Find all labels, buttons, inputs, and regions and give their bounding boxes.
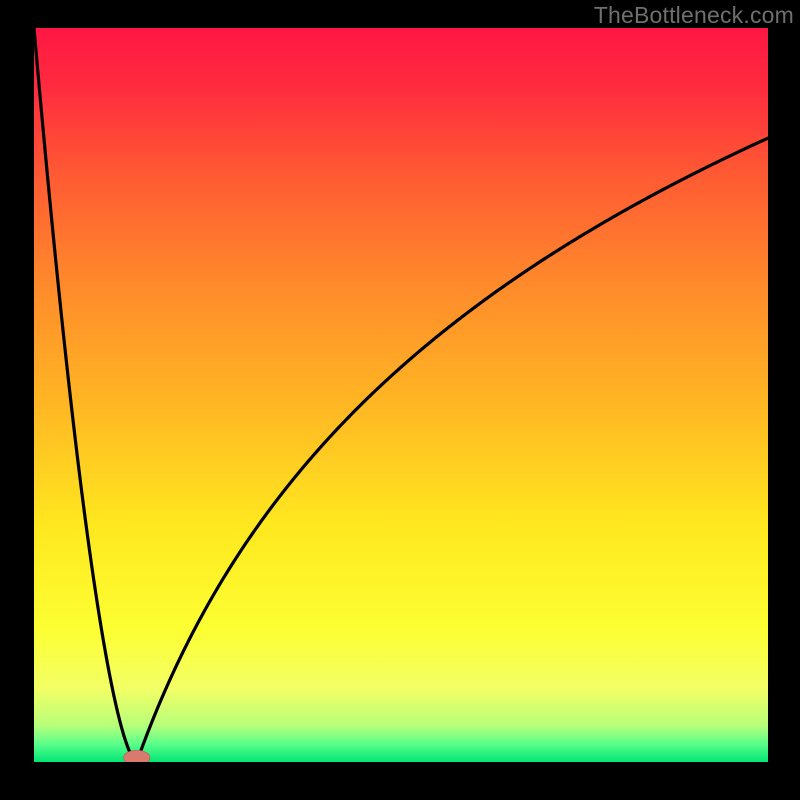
plot-area	[34, 28, 768, 762]
watermark: TheBottleneck.com	[594, 2, 794, 29]
chart-frame: TheBottleneck.com	[0, 0, 800, 800]
gradient-background	[34, 28, 768, 762]
min-marker	[124, 750, 150, 762]
chart-svg	[34, 28, 768, 762]
